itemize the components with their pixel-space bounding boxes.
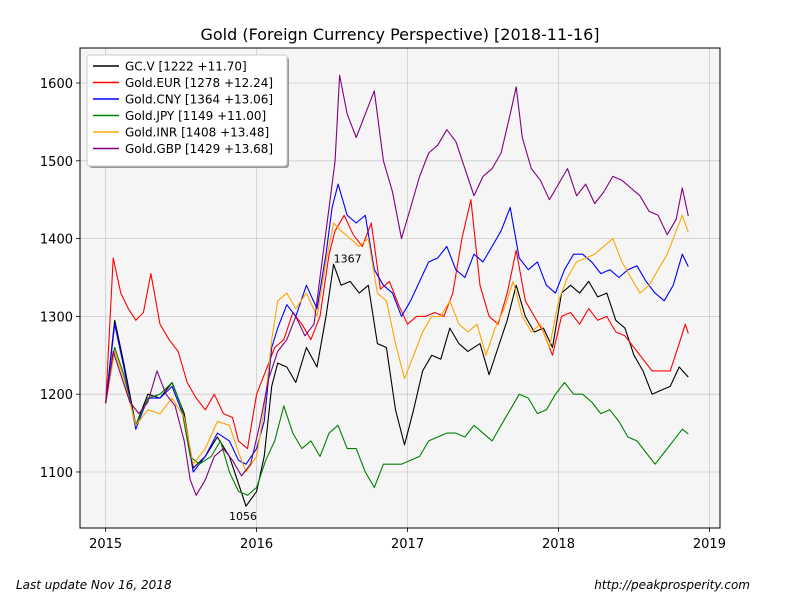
y-tick-label: 1400: [40, 233, 73, 248]
legend-box: [86, 54, 288, 167]
series-line-3: [105, 346, 689, 496]
source-url: http://peakprosperity.com: [594, 578, 750, 592]
x-tick-label: 2015: [89, 537, 122, 552]
x-tick-label: 2019: [693, 537, 726, 552]
series-line-5: [105, 74, 689, 496]
legend-label: Gold.INR [1408 +13.48]: [125, 126, 269, 140]
y-tick-label: 1200: [40, 388, 73, 403]
x-tick-label: 2016: [240, 537, 273, 552]
legend-label: Gold.EUR [1278 +12.24]: [125, 76, 273, 90]
y-tick-label: 1300: [40, 310, 73, 325]
y-tick-label: 1500: [40, 155, 73, 170]
plot-frame: [79, 47, 721, 529]
annotation-label: 1056: [229, 510, 257, 523]
x-tick-label: 2017: [391, 537, 424, 552]
last-update-text: Last update Nov 16, 2018: [16, 578, 172, 592]
y-tick-label: 1100: [40, 466, 73, 481]
legend: GC.V [1222 +11.70] Gold.EUR [1278 +12.24]…: [86, 54, 289, 168]
legend-label: Gold.CNY [1364 +13.06]: [125, 93, 273, 107]
legend-label: Gold.JPY [1149 +11.00]: [125, 109, 266, 123]
series-line-1: [105, 199, 689, 450]
legend-label: Gold.GBP [1429 +13.68]: [125, 142, 273, 156]
legend-label: GC.V [1222 +11.70]: [125, 60, 247, 74]
y-tick-label: 1600: [40, 77, 73, 92]
annotations: 1367 1056: [229, 252, 362, 523]
series-line-4: [105, 214, 689, 473]
grid: [80, 48, 720, 528]
axes: 2015 2016 2017 2018 2019 1100 1200 1300 1400 1500…: [40, 77, 726, 552]
series-line-2: [105, 183, 689, 473]
x-tick-label: 2018: [542, 537, 575, 552]
annotation-label: 1367: [334, 252, 362, 265]
series-layer: [105, 74, 689, 507]
chart-title: Gold (Foreign Currency Perspective) [201…: [200, 25, 599, 44]
